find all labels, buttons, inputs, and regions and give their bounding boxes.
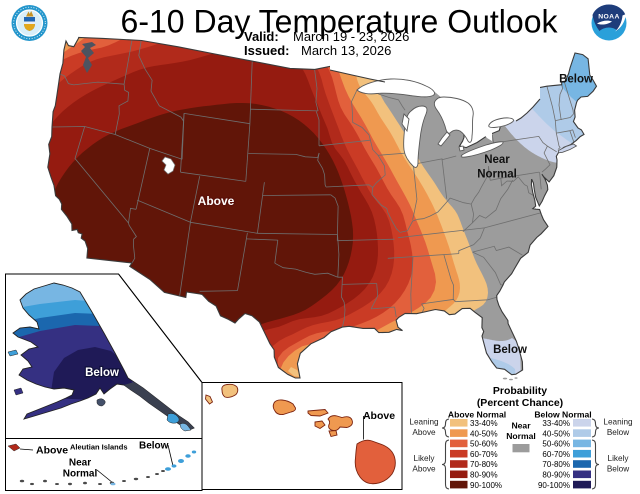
svg-text:40-50%: 40-50% bbox=[542, 429, 570, 438]
svg-text:Above: Above bbox=[198, 194, 235, 208]
svg-text:Aleutian Islands: Aleutian Islands bbox=[70, 443, 128, 452]
svg-text:6-10 Day Temperature Outlook: 6-10 Day Temperature Outlook bbox=[121, 4, 559, 40]
svg-text:40-50%: 40-50% bbox=[470, 429, 498, 438]
svg-text:60-70%: 60-70% bbox=[470, 450, 498, 459]
svg-text:Valid:: Valid: bbox=[244, 29, 279, 44]
svg-text:60-70%: 60-70% bbox=[542, 450, 570, 459]
svg-text:Issued:: Issued: bbox=[244, 43, 290, 58]
svg-text:Normal: Normal bbox=[63, 469, 98, 480]
svg-text:Below: Below bbox=[139, 441, 169, 452]
svg-text:Below: Below bbox=[85, 367, 119, 379]
svg-text:50-60%: 50-60% bbox=[470, 440, 498, 449]
svg-text:Near: Near bbox=[511, 421, 531, 431]
svg-text:Below Normal: Below Normal bbox=[534, 410, 591, 420]
svg-text:March 19 - 23, 2026: March 19 - 23, 2026 bbox=[293, 29, 409, 44]
svg-text:80-90%: 80-90% bbox=[542, 471, 570, 480]
svg-text:33-40%: 33-40% bbox=[542, 419, 570, 428]
svg-text:Likely: Likely bbox=[414, 454, 436, 463]
svg-text:Leaning: Leaning bbox=[603, 418, 633, 427]
svg-text:Above: Above bbox=[363, 410, 395, 422]
svg-text:(Percent Chance): (Percent Chance) bbox=[477, 397, 563, 409]
svg-text:Below: Below bbox=[607, 428, 629, 437]
svg-text:Above Normal: Above Normal bbox=[448, 410, 506, 420]
svg-text:33-40%: 33-40% bbox=[470, 419, 498, 428]
svg-text:Below: Below bbox=[559, 74, 593, 86]
svg-text:NOAA: NOAA bbox=[598, 14, 620, 21]
svg-text:70-80%: 70-80% bbox=[542, 460, 570, 469]
svg-text:Above: Above bbox=[36, 445, 68, 457]
svg-text:90-100%: 90-100% bbox=[538, 481, 570, 490]
svg-text:Normal: Normal bbox=[477, 169, 517, 181]
svg-text:Below: Below bbox=[607, 465, 629, 474]
svg-text:90-100%: 90-100% bbox=[470, 481, 502, 490]
svg-text:Near: Near bbox=[69, 458, 91, 469]
svg-text:Above: Above bbox=[412, 465, 436, 474]
svg-text:Probability: Probability bbox=[493, 385, 547, 397]
svg-text:Leaning: Leaning bbox=[409, 418, 439, 427]
svg-text:Above: Above bbox=[412, 428, 436, 437]
svg-text:80-90%: 80-90% bbox=[470, 471, 498, 480]
svg-text:70-80%: 70-80% bbox=[470, 460, 498, 469]
svg-text:Likely: Likely bbox=[608, 454, 630, 463]
svg-text:Near: Near bbox=[484, 154, 510, 166]
svg-text:Below: Below bbox=[493, 344, 527, 356]
svg-text:50-60%: 50-60% bbox=[542, 440, 570, 449]
svg-text:Normal: Normal bbox=[506, 431, 536, 441]
svg-text:March 13, 2026: March 13, 2026 bbox=[301, 43, 391, 58]
